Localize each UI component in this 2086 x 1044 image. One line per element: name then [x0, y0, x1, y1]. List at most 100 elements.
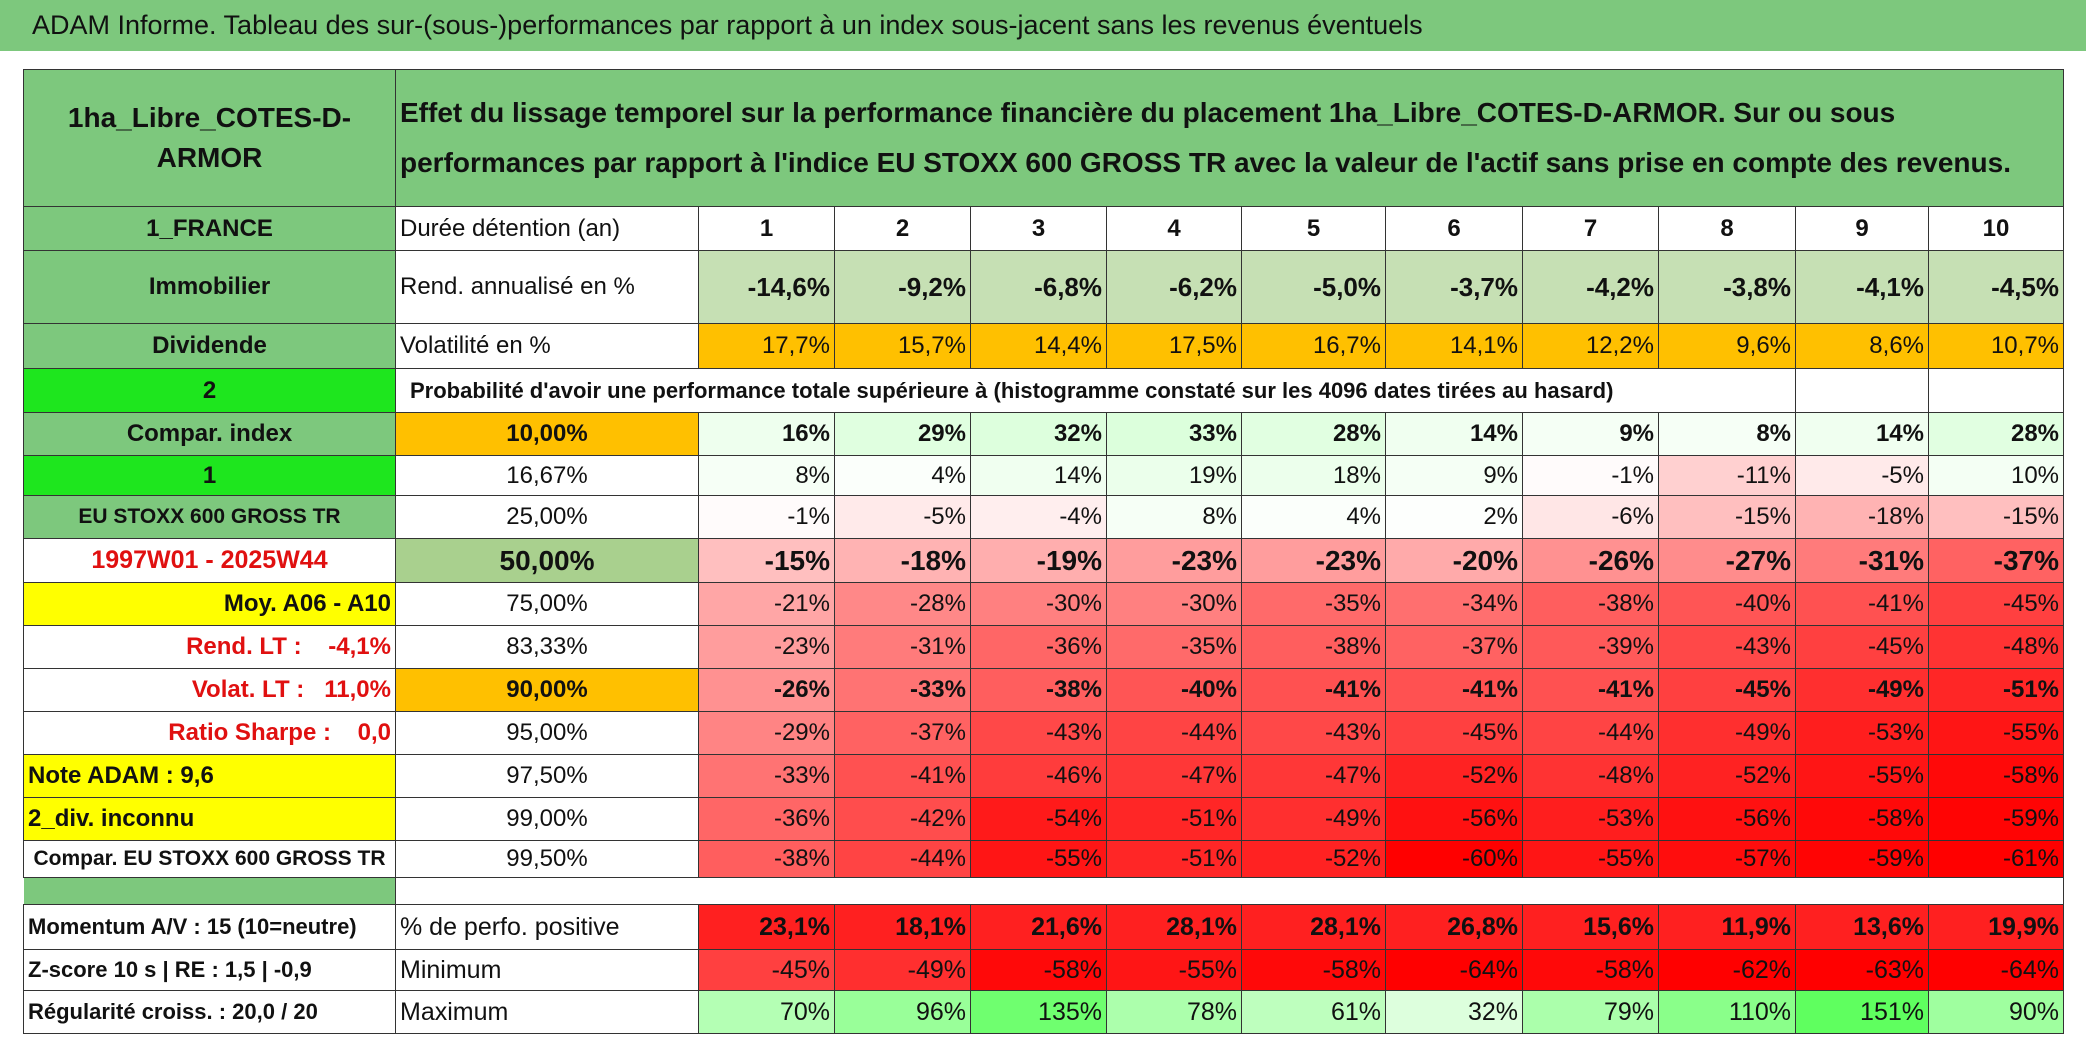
value-cell: 79%	[1522, 990, 1659, 1034]
value-cell: -18%	[1795, 495, 1929, 539]
value-cell: -48%	[1522, 754, 1659, 798]
row-caption: 90,00%	[395, 668, 699, 712]
row-caption: Rend. annualisé en %	[395, 250, 699, 324]
value-cell: 12,2%	[1522, 323, 1659, 369]
value-cell: -42%	[834, 797, 971, 841]
value-cell: -35%	[1106, 625, 1242, 669]
value-cell: 28%	[1927, 412, 2065, 456]
value-cell: -45%	[1795, 625, 1929, 669]
blank-cell	[1795, 368, 1929, 413]
value-cell: -55%	[1927, 711, 2065, 755]
row-caption: 50,00%	[395, 538, 699, 583]
value-cell: -15%	[1658, 495, 1796, 539]
value-cell: -49%	[1795, 668, 1929, 712]
row-label: Compar. index	[23, 412, 396, 456]
value-cell: -53%	[1522, 797, 1659, 841]
value-cell: -28%	[834, 582, 971, 626]
value-cell: -59%	[1795, 840, 1929, 878]
footer-row: Momentum A/V : 15 (10=neutre)% de perfo.…	[23, 904, 2065, 950]
value-cell: 19,9%	[1927, 904, 2065, 950]
value-cell: -30%	[1106, 582, 1242, 626]
value-cell: -47%	[1106, 754, 1242, 798]
value-cell: -56%	[1658, 797, 1796, 841]
value-cell: -35%	[1241, 582, 1386, 626]
value-cell: -51%	[1106, 840, 1242, 878]
table-row: Compar. EU STOXX 600 GROSS TR 99,50% -38% -…	[23, 840, 2065, 878]
row-caption: Maximum	[395, 990, 699, 1034]
row-label: 1_FRANCE	[23, 206, 396, 251]
duration-header: 1	[698, 206, 835, 251]
value-cell: -63%	[1795, 949, 1929, 991]
value-cell: 33%	[1106, 412, 1242, 456]
value-cell: -23%	[1106, 538, 1242, 583]
value-cell: 11,9%	[1658, 904, 1796, 950]
value-cell: 10,7%	[1927, 323, 2065, 369]
table-row: Volat. LT : 11,0% 90,00% -26% -33% -38% -40% -…	[23, 668, 2065, 712]
value-cell: -4,2%	[1522, 250, 1659, 324]
value-cell: -3,7%	[1385, 250, 1523, 324]
value-cell: 17,5%	[1106, 323, 1242, 369]
value-cell: -1%	[1522, 455, 1659, 496]
value-cell: -19%	[970, 538, 1107, 583]
row-caption: 10,00%	[395, 412, 699, 456]
value-cell: -38%	[1241, 625, 1386, 669]
value-cell: -6%	[1522, 495, 1659, 539]
row-label: 2	[23, 368, 396, 413]
blank-cell	[1927, 368, 2065, 413]
value-cell: -43%	[1658, 625, 1796, 669]
value-cell: 14%	[1795, 412, 1929, 456]
value-cell: -49%	[834, 949, 971, 991]
row-caption: Volatilité en %	[395, 323, 699, 369]
value-cell: -41%	[1522, 668, 1659, 712]
value-cell: -41%	[1241, 668, 1386, 712]
value-cell: -57%	[1658, 840, 1796, 878]
value-cell: -44%	[1522, 711, 1659, 755]
value-cell: -3,8%	[1658, 250, 1796, 324]
row-label: Dividende	[23, 323, 396, 369]
performance-table: 1ha_Libre_COTES-D-ARMOR Effet du lissage …	[23, 69, 2065, 1034]
duration-header: 7	[1522, 206, 1659, 251]
value-cell: 28%	[1241, 412, 1386, 456]
row-label: 1	[23, 455, 396, 496]
duration-header: 9	[1795, 206, 1929, 251]
table-row: 2_div. inconnu 99,00% -36% -42% -54% -51% -49%…	[23, 797, 2065, 841]
value-cell: -44%	[834, 840, 971, 878]
value-cell: -31%	[834, 625, 971, 669]
value-cell: -41%	[1795, 582, 1929, 626]
table-row: Rend. LT : -4,1% 83,33% -23% -31% -36% -35% -3…	[23, 625, 2065, 669]
value-cell: -4%	[970, 495, 1107, 539]
value-cell: -43%	[1241, 711, 1386, 755]
value-cell: -58%	[970, 949, 1107, 991]
value-cell: 16,7%	[1241, 323, 1386, 369]
row-label: Immobilier	[23, 250, 396, 324]
table-row: 1997W01 - 2025W44 50,00% -15% -18% -19% -23% -…	[23, 538, 2065, 583]
value-cell: -29%	[698, 711, 835, 755]
value-cell: 61%	[1241, 990, 1386, 1034]
value-cell: -58%	[1522, 949, 1659, 991]
value-cell: -41%	[1385, 668, 1523, 712]
value-cell: 8%	[698, 455, 835, 496]
value-cell: -34%	[1385, 582, 1523, 626]
value-cell: -15%	[1927, 495, 2065, 539]
row-label: Rend. LT : -4,1%	[23, 625, 396, 669]
row-caption: 75,00%	[395, 582, 699, 626]
value-cell: -53%	[1795, 711, 1929, 755]
row-label: EU STOXX 600 GROSS TR	[23, 495, 396, 539]
table-row: Ratio Sharpe : 0,0 95,00% -29% -37% -43% -44%…	[23, 711, 2065, 755]
value-cell: -56%	[1385, 797, 1523, 841]
value-cell: -36%	[970, 625, 1107, 669]
value-cell: -45%	[1385, 711, 1523, 755]
value-cell: 14,4%	[970, 323, 1107, 369]
value-cell: -31%	[1795, 538, 1929, 583]
value-cell: 14%	[970, 455, 1107, 496]
value-cell: -52%	[1658, 754, 1796, 798]
row-caption: 95,00%	[395, 711, 699, 755]
value-cell: -1%	[698, 495, 835, 539]
value-cell: 32%	[970, 412, 1107, 456]
row-label: Volat. LT : 11,0%	[23, 668, 396, 712]
value-cell: 18,1%	[834, 904, 971, 950]
value-cell: 32%	[1385, 990, 1523, 1034]
row-caption: Durée détention (an)	[395, 206, 699, 251]
value-cell: -37%	[1385, 625, 1523, 669]
value-cell: -45%	[698, 949, 835, 991]
